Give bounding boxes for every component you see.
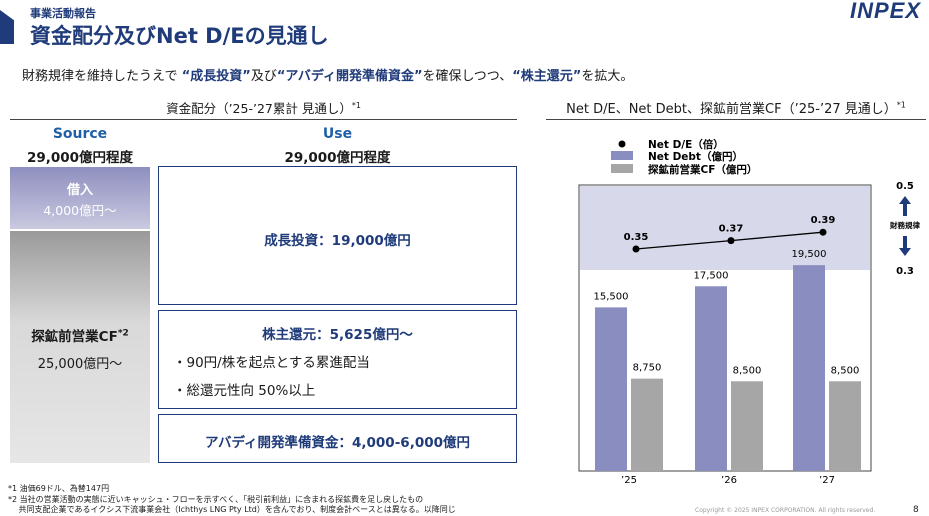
source-total: 29,000億円程度 [26,150,134,166]
cf-bar [829,381,861,471]
chart-heading-text: Net D/E、Net Debt、探鉱前営業CF（’25-’27 見通し） [566,102,897,117]
net-de-label: 0.35 [624,232,649,243]
lead-return: “株主還元” [512,69,582,84]
operating-cf-title: 探鉱前営業CF [31,329,118,345]
borrowing-value: 4,000億円〜 [43,203,117,218]
section-label: 事業活動報告 [30,7,96,20]
band-upper-label: 0.5 [896,181,914,192]
allocation-heading-note: *1 [351,100,361,110]
shareholder-return-title: 株主還元：5,625億円〜 [262,327,413,343]
chart-heading: Net D/E、Net Debt、探鉱前営業CF（’25-’27 見通し）*1 [546,98,926,120]
cf-bar [631,378,663,471]
shareholder-return-bullet-2: ・総還元性向 50%以上 [173,383,316,399]
copyright: Copyright © 2025 INPEX CORPORATION. All … [695,507,876,514]
net-de-line-group: 0.35 0.37 0.39 [624,215,836,253]
x-tick-label: ’27 [819,475,835,486]
net-de-label: 0.37 [719,224,744,235]
lead-prefix: 財務規律を維持したうえで [22,69,182,84]
cf-bar [731,381,763,471]
net-de-point [727,237,735,245]
chart-heading-note: *1 [896,100,906,110]
shareholder-return-bullet-1: ・90円/株を起点とする累進配当 [173,355,370,371]
use-total: 29,000億円程度 [284,150,391,166]
footnotes: *1 油価69ドル、為替147円 *2 当社の営業活動の実態に近いキャッシュ・フ… [8,484,518,514]
net-de-point [632,245,640,253]
source-label: Source [52,126,108,142]
net-debt-bar [595,307,627,471]
footnote-2: *2 当社の営業活動の実態に近いキャッシュ・フローを示すべく、「税引前利益」に含… [8,494,424,504]
x-tick-label: ’25 [621,475,637,486]
allocation-heading: 資金配分（’25-’27累計 見通し）*1 [10,98,517,120]
lead-mid1: 及び [250,69,277,84]
lead-sentence: 財務規律を維持したうえで “成長投資”及び“アバディ開発準備資金”を確保しつつ、… [22,65,633,84]
inpex-logo: INPEX [849,0,921,23]
net-de-point [819,228,827,236]
net-debt-label: 19,500 [792,249,827,260]
borrowing-block: 借入 4,000億円〜 [10,167,150,229]
legend-marker-net-debt [611,151,633,160]
net-debt-label: 15,500 [594,291,629,302]
lead-growth: “成長投資” [181,69,251,84]
legend-marker-net-de [618,140,626,148]
legend-marker-cf [611,164,633,173]
abadi-reserve-box: アバディ開発準備資金：4,000-6,000億円 [158,414,517,463]
band-lower-label: 0.3 [896,266,914,277]
operating-cf-value: 25,000億円〜 [37,357,123,372]
arrow-down-icon [899,236,911,256]
page-number: 8 [913,505,919,515]
cf-label: 8,500 [831,365,860,376]
x-tick-label: ’26 [721,475,737,486]
title-accent [0,10,14,44]
operating-cf-note: *2 [117,328,129,339]
net-de-chart: Net D/E（倍） Net Debt（億円） 探鉱前営業CF（億円） 15,5… [578,138,920,486]
net-debt-bar [793,265,825,471]
band-label: 財務規律 [889,220,920,230]
growth-investment-box: 成長投資：19,000億円 [158,166,517,305]
growth-investment-text: 成長投資：19,000億円 [264,233,411,249]
footnote-3: 共同支配企業であるイクシス下流事業会社（Ichthys LNG Pty Ltd）… [8,505,456,514]
footnote-1: *1 油価69ドル、為替147円 [8,484,110,493]
abadi-reserve-text: アバディ開発準備資金：4,000-6,000億円 [204,435,471,451]
legend-cf: 探鉱前営業CF（億円） [648,163,757,176]
shareholder-return-box: 株主還元：5,625億円〜 ・90円/株を起点とする累進配当 ・総還元性向 50… [158,310,517,409]
net-debt-label: 17,500 [694,270,729,281]
operating-cf-block: 探鉱前営業CF*2 25,000億円〜 [10,231,150,463]
cf-label: 8,750 [633,363,662,374]
lead-mid2: を確保しつつ、 [422,69,513,84]
lead-suffix: を拡大。 [581,69,634,84]
cf-label: 8,500 [733,365,762,376]
arrow-up-icon [899,196,911,216]
use-label: Use [322,126,353,142]
borrowing-title: 借入 [66,183,93,198]
allocation-heading-text: 資金配分（’25-’27累計 見通し） [166,101,352,116]
discipline-band [580,186,870,270]
net-debt-bar [695,286,727,471]
net-de-label: 0.39 [811,215,836,226]
page-title: 資金配分及びNet D/Eの見通し [30,24,329,48]
legend-net-debt: Net Debt（億円） [648,150,743,163]
legend-net-de: Net D/E（倍） [648,138,724,151]
lead-abadi: “アバディ開発準備資金” [276,69,423,84]
bar-group: 15,500 8,750 17,500 8,500 19,500 8,500 [594,249,861,471]
